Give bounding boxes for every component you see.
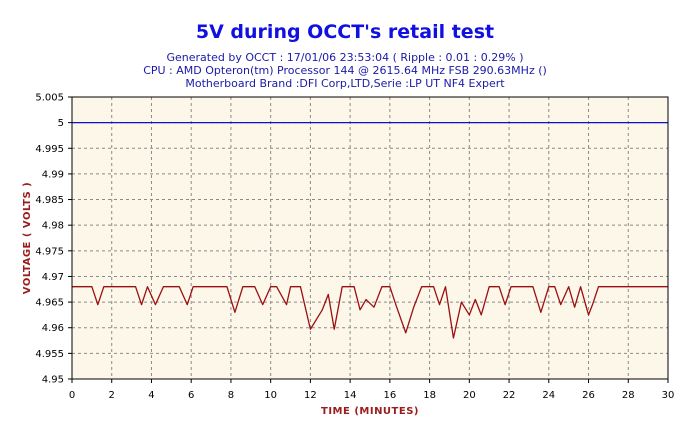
- chart-subtitle-line-3: Motherboard Brand :DFI Corp,LTD,Serie :L…: [185, 77, 505, 90]
- x-tick-label: 16: [383, 390, 396, 401]
- series-line-1: [72, 286, 668, 339]
- y-tick-label: 4.99: [42, 169, 64, 180]
- y-tick-label: 4.985: [35, 195, 64, 206]
- chart-subtitle-line-1: Generated by OCCT : 17/01/06 23:53:04 ( …: [167, 51, 524, 64]
- y-tick-label: 4.96: [42, 323, 64, 334]
- x-tick-label: 28: [622, 390, 635, 401]
- y-tick-label: 4.955: [35, 349, 64, 360]
- x-tick-label: 12: [304, 390, 317, 401]
- y-tick-label: 5: [58, 118, 64, 129]
- x-tick-label: 14: [344, 390, 357, 401]
- y-tick-label: 4.97: [42, 272, 64, 283]
- y-tick-label: 4.965: [35, 298, 64, 309]
- x-tick-label: 22: [503, 390, 516, 401]
- x-tick-label: 20: [463, 390, 476, 401]
- x-tick-label: 6: [188, 390, 194, 401]
- plot-frame: [71, 96, 669, 380]
- x-tick-label: 10: [264, 390, 277, 401]
- x-tick-label: 8: [228, 390, 234, 401]
- x-tick-label: 24: [542, 390, 555, 401]
- x-tick-label: 4: [148, 390, 154, 401]
- y-tick-label: 4.995: [35, 144, 64, 155]
- x-tick-label: 0: [69, 390, 75, 401]
- series-group: [72, 286, 668, 339]
- chart-title: 5V during OCCT's retail test: [196, 21, 494, 43]
- y-tick-label: 5.005: [35, 93, 64, 104]
- x-tick-label: 18: [423, 390, 436, 401]
- x-axis: 0 2 4 6 8 10 12 14 16 18 20 22 24 26 28 30: [69, 379, 675, 401]
- y-tick-label: 4.975: [35, 246, 64, 257]
- y-tick-label: 4.98: [42, 221, 64, 232]
- y-axis: 4.95 4.955 4.96 4.965 4.97 4.975 4.98 4.985 4.99…: [35, 93, 72, 386]
- y-axis-label: VOLTAGE ( VOLTS ): [22, 182, 33, 295]
- chart-subtitle-line-2: CPU : AMD Opteron(tm) Processor 144 @ 26…: [143, 64, 547, 77]
- y-tick-label: 4.95: [42, 375, 64, 386]
- x-tick-label: 2: [109, 390, 115, 401]
- x-axis-label: TIME (MINUTES): [321, 406, 419, 417]
- grid: [72, 97, 668, 379]
- x-tick-label: 30: [662, 390, 675, 401]
- plot-area: [72, 97, 668, 379]
- x-tick-label: 26: [582, 390, 595, 401]
